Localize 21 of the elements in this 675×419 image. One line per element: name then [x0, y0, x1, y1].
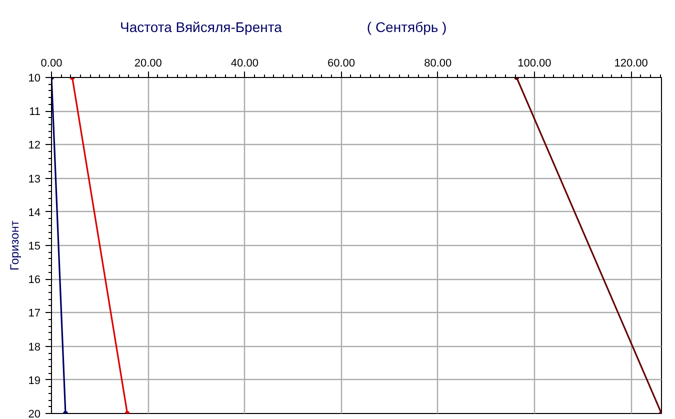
y-tick-label: 19 — [28, 374, 41, 387]
x-tick-label: 100.00 — [518, 58, 552, 70]
x-tick-label: 120.00 — [614, 58, 648, 70]
chart-title: Частота Вяйсяля-Брента — [120, 19, 282, 35]
y-tick-label: 18 — [28, 341, 41, 354]
x-tick-label: 40.00 — [230, 58, 258, 70]
x-tick-label: 60.00 — [328, 58, 356, 70]
x-tick-label: 80.00 — [424, 58, 452, 70]
x-tick-label: 20.00 — [134, 58, 162, 70]
y-tick-label: 16 — [28, 274, 41, 286]
x-tick-label: 0.00 — [40, 58, 62, 70]
chart-subtitle: ( Сентябрь ) — [366, 19, 447, 35]
y-tick-label: 11 — [29, 106, 41, 118]
y-tick-label: 17 — [28, 308, 41, 320]
y-axis-title: Горизонт — [7, 220, 22, 270]
y-tick-label: 12 — [28, 140, 41, 152]
y-tick-label: 14 — [28, 206, 41, 219]
y-tick-label: 20 — [28, 408, 41, 419]
y-tick-label: 13 — [28, 173, 41, 186]
y-tick-label: 10 — [28, 72, 41, 84]
y-tick-label: 15 — [28, 240, 41, 252]
